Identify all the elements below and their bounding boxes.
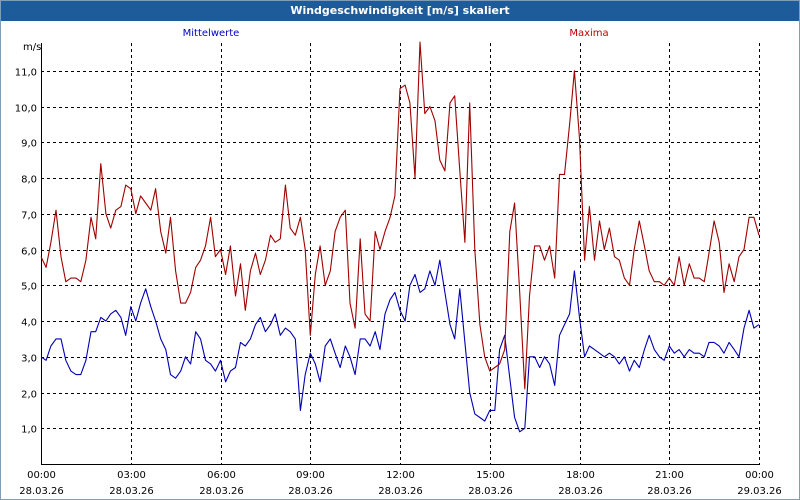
y-axis-label: m/s: [23, 42, 41, 53]
x-tick-time: 00:00: [27, 470, 56, 481]
x-tick-date: 28.03.26: [199, 486, 244, 497]
y-tick-label: 7,0: [21, 211, 37, 222]
x-tick-date: 29.03.26: [737, 486, 782, 497]
x-tick-time: 09:00: [296, 470, 325, 481]
y-tick-label: 4,0: [21, 318, 37, 329]
x-tick-date: 28.03.26: [19, 486, 64, 497]
x-tick-time: 15:00: [476, 470, 505, 481]
y-tick-label: 8,0: [21, 175, 37, 186]
x-tick-time: 03:00: [117, 470, 146, 481]
x-tick-time: 21:00: [655, 470, 684, 481]
axes: 1,0 2,0 3,0 4,0 5,0 6,0 7,0 8,0 9,0 10,0 11,0 00:00…: [15, 43, 782, 497]
y-tick-label: 3,0: [21, 354, 37, 365]
x-tick-time: 00:00: [745, 470, 774, 481]
window-title: Windgeschwindigkeit [m/s] skaliert: [1, 1, 799, 21]
y-tick-label: 9,0: [21, 139, 37, 150]
x-tick-time: 06:00: [207, 470, 236, 481]
series: [40, 41, 760, 433]
x-tick-date: 28.03.26: [378, 486, 423, 497]
x-tick-date: 28.03.26: [288, 486, 333, 497]
x-tick-time: 12:00: [386, 470, 415, 481]
wind-speed-chart: 1,0 2,0 3,0 4,0 5,0 6,0 7,0 8,0 9,0 10,0 11,0 00:00…: [15, 28, 782, 497]
x-tick-date: 28.03.26: [647, 486, 692, 497]
y-tick-label: 1,0: [21, 425, 37, 436]
x-tick-date: 28.03.26: [468, 486, 513, 497]
series-line-maxima: [40, 41, 760, 390]
x-tick-date: 28.03.26: [558, 486, 603, 497]
x-tick-time: 18:00: [566, 470, 595, 481]
y-tick-label: 2,0: [21, 390, 37, 401]
y-tick-label: 6,0: [21, 247, 37, 258]
grid: [41, 43, 760, 464]
y-tick-label: 5,0: [21, 282, 37, 293]
legend-maxima: Maxima: [569, 28, 608, 39]
y-tick-label: 11,0: [15, 68, 37, 79]
series-line-mittelwerte: [40, 259, 760, 433]
x-tick-date: 28.03.26: [109, 486, 154, 497]
y-tick-label: 10,0: [15, 104, 37, 115]
legend-mittelwerte: Mittelwerte: [183, 28, 240, 39]
